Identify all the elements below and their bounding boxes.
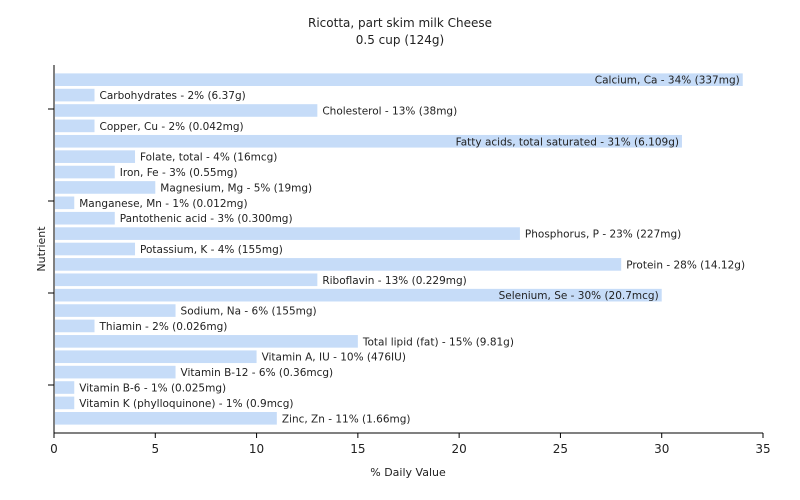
bar-label-9: Pantothenic acid - 3% (0.300mg) [120, 213, 293, 225]
bar-5 [55, 150, 136, 163]
bar-7 [55, 181, 156, 194]
bar-0 [55, 73, 743, 87]
bar-label-20: Vitamin B-6 - 1% (0.025mg) [79, 383, 226, 395]
bar-label-15: Sodium, Na - 6% (155mg) [181, 306, 317, 318]
bar-label-18: Vitamin A, IU - 10% (476IU) [262, 352, 406, 364]
bar-6 [55, 165, 115, 179]
bar-12 [55, 258, 622, 271]
x-tick-label-4: 20 [452, 442, 467, 456]
bar-15 [55, 304, 176, 317]
bar-label-19: Vitamin B-12 - 6% (0.36mcg) [181, 367, 334, 379]
bar-label-13: Riboflavin - 13% (0.229mg) [322, 275, 466, 287]
bar-20 [55, 381, 75, 394]
bar-label-8: Manganese, Mn - 1% (0.012mg) [79, 198, 247, 210]
bar-label-22: Zinc, Zn - 11% (1.66mg) [282, 413, 411, 425]
bar-label-6: Iron, Fe - 3% (0.55mg) [120, 167, 238, 179]
x-tick-label-2: 10 [249, 442, 264, 456]
x-ticks-group: 0 5 10 15 20 25 30 35 [50, 433, 771, 456]
bar-label-11: Potassium, K - 4% (155mg) [140, 244, 283, 256]
bar-18 [55, 350, 257, 364]
bar-8 [55, 196, 75, 210]
y-ticks-group [48, 108, 54, 386]
x-tick-label-3: 15 [350, 442, 365, 456]
bar-2 [55, 104, 318, 117]
bar-22 [55, 411, 277, 425]
bar-17 [55, 335, 358, 348]
bar-label-2: Cholesterol - 13% (38mg) [322, 105, 457, 117]
bar-label-12: Protein - 28% (14.12g) [626, 259, 745, 271]
bar-label-3: Copper, Cu - 2% (0.042mg) [100, 121, 244, 133]
bar-13 [55, 273, 318, 287]
bar-1 [55, 88, 95, 102]
bars-group [55, 73, 743, 425]
bar-11 [55, 242, 136, 256]
chart-subtitle: 0.5 cup (124g) [356, 33, 444, 47]
bar-3 [55, 119, 95, 133]
bar-label-7: Magnesium, Mg - 5% (19mg) [160, 182, 312, 194]
bar-label-17: Total lipid (fat) - 15% (9.81g) [362, 336, 514, 348]
bar-label-1: Carbohydrates - 2% (6.37g) [100, 90, 246, 102]
y-axis-title: Nutrient [35, 226, 48, 272]
bar-16 [55, 319, 95, 333]
bar-9 [55, 211, 115, 225]
bar-label-0: Calcium, Ca - 34% (337mg) [595, 75, 740, 87]
x-tick-label-5: 25 [553, 442, 568, 456]
x-tick-label-1: 5 [151, 442, 159, 456]
chart-title: Ricotta, part skim milk Cheese [308, 16, 492, 30]
bar-label-21: Vitamin K (phylloquinone) - 1% (0.9mcg) [79, 398, 293, 410]
bar-4 [55, 134, 682, 148]
bar-14 [55, 288, 662, 302]
bar-21 [55, 396, 75, 410]
bar-label-14: Selenium, Se - 30% (20.7mcg) [499, 290, 659, 302]
x-tick-label-0: 0 [50, 442, 58, 456]
bar-label-4: Fatty acids, total saturated - 31% (6.10… [456, 136, 679, 148]
x-tick-label-7: 35 [755, 442, 770, 456]
bar-10 [55, 227, 520, 240]
x-tick-label-6: 30 [654, 442, 669, 456]
bar-19 [55, 365, 176, 379]
bar-label-10: Phosphorus, P - 23% (227mg) [525, 229, 681, 241]
bar-labels-group: Calcium, Ca - 34% (337mg) Carbohydrates -… [79, 75, 745, 426]
x-axis-title: % Daily Value [370, 466, 446, 479]
bar-label-16: Thiamin - 2% (0.026mg) [99, 321, 228, 333]
bar-label-5: Folate, total - 4% (16mcg) [140, 152, 277, 164]
